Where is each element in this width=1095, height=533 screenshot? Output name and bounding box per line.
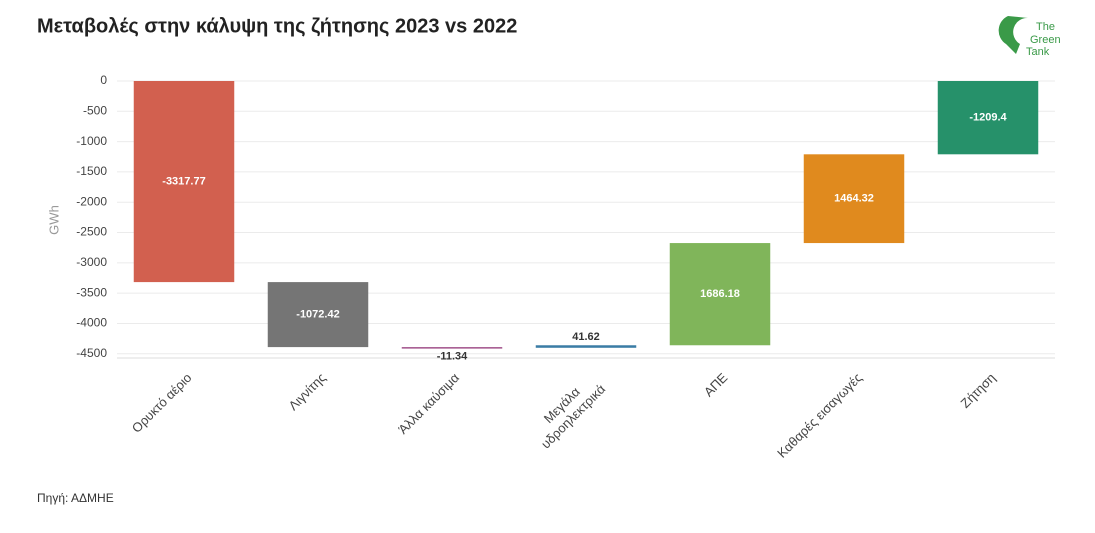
source: Πηγή: ΑΔΜΗΕ [37, 491, 114, 505]
y-tick-label: -4500 [76, 346, 107, 360]
bar [937, 81, 1039, 155]
logo-text: The [1036, 21, 1055, 33]
logo: The Green Tank [998, 16, 1061, 58]
logo-icon [998, 16, 1028, 54]
data-label: -11.34 [437, 351, 468, 363]
bar [669, 243, 771, 346]
y-tick-label: 0 [100, 73, 107, 87]
y-tick-label: -3000 [76, 255, 107, 269]
data-label: -1209.4 [969, 112, 1007, 124]
data-label: 1686.18 [700, 288, 740, 300]
logo-text: Tank [1026, 46, 1050, 58]
data-label: 1464.32 [834, 193, 874, 205]
y-axis-label: GWh [46, 205, 61, 235]
y-tick-label: -500 [83, 103, 107, 117]
bar [803, 154, 905, 244]
y-tick-label: -1000 [76, 134, 107, 148]
logo-text: Green [1030, 34, 1061, 46]
data-label: -1072.42 [296, 309, 339, 321]
chart-title: Μεταβολές στην κάλυψη της ζήτησης 2023 v… [37, 15, 517, 37]
y-tick-label: -2000 [76, 194, 107, 208]
bar [267, 282, 369, 348]
bar [401, 347, 503, 349]
y-tick-label: -2500 [76, 225, 107, 239]
y-tick-label: -4000 [76, 316, 107, 330]
y-tick-label: -1500 [76, 164, 107, 178]
data-label: -3317.77 [162, 175, 205, 187]
data-label: 41.62 [572, 331, 600, 343]
bar [535, 345, 637, 348]
y-tick-label: -3500 [76, 285, 107, 299]
bar [133, 81, 235, 283]
